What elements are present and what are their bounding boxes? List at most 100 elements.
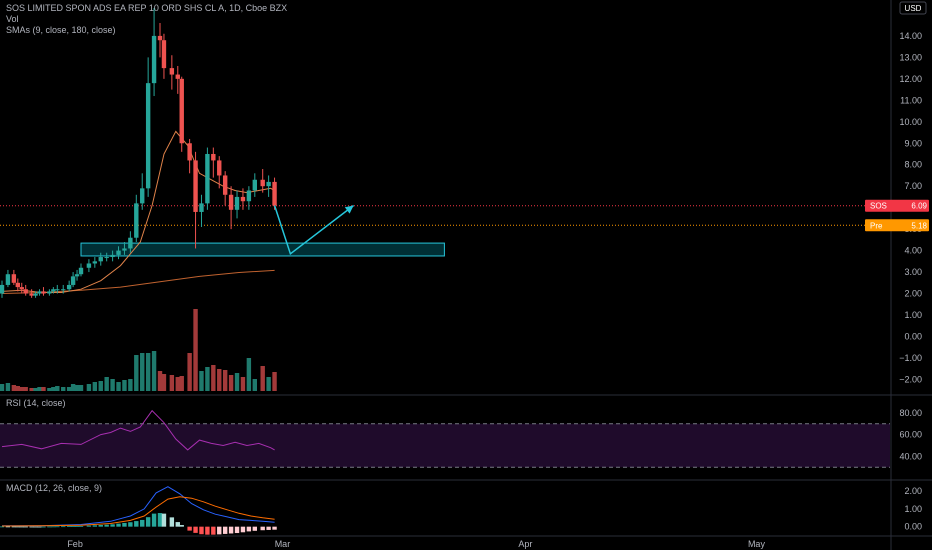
- candle-body: [86, 263, 92, 268]
- volume-bar: [175, 377, 180, 391]
- macd-histogram-bar: [199, 526, 204, 535]
- candle-body: [23, 289, 28, 294]
- price-tick-label: 9.00: [904, 138, 922, 148]
- candle-body: [55, 289, 60, 291]
- candle-body: [74, 274, 80, 277]
- candle-body: [110, 254, 115, 258]
- macd-histogram-bar: [272, 526, 277, 530]
- candle-body: [122, 248, 127, 251]
- volume-bar: [61, 387, 66, 391]
- macd-histogram-bar: [157, 513, 163, 527]
- macd-histogram-bar: [66, 526, 72, 527]
- volume-bar: [122, 380, 127, 391]
- rsi-line: [1, 409, 275, 451]
- macd-legend: MACD (12, 26, close, 9): [6, 483, 102, 493]
- volume-bar: [193, 309, 198, 391]
- macd-histogram-bar: [217, 526, 222, 535]
- volume-bar: [234, 373, 240, 391]
- volume-bar: [92, 382, 98, 391]
- volume-bar: [74, 385, 80, 391]
- candle-body: [41, 291, 46, 294]
- candle-body: [252, 179, 257, 191]
- macd-histogram-bar: [179, 525, 184, 527]
- macd-tick-label: 0.00: [904, 522, 922, 532]
- price-tick-label: 13.00: [899, 52, 922, 62]
- macd-histogram-bar: [222, 526, 228, 534]
- macd-histogram-bar: [145, 517, 151, 527]
- macd-histogram-bar: [211, 526, 216, 535]
- macd-histogram-bar: [110, 524, 115, 527]
- price-tick-label: 8.00: [904, 160, 922, 170]
- macd-histogram-bar: [70, 526, 76, 527]
- price-tag-symbol: Pre: [870, 221, 883, 230]
- macd-histogram-bar: [74, 526, 80, 527]
- macd-histogram-bar: [104, 524, 109, 527]
- macd-histogram: [0, 513, 277, 535]
- candle-body: [157, 35, 163, 41]
- macd-histogram-bar: [92, 525, 98, 527]
- volume-bar: [145, 353, 151, 391]
- candle-body: [104, 257, 109, 259]
- macd-histogram-bar: [61, 526, 66, 528]
- rsi-tick-label: 40.00: [899, 451, 922, 461]
- price-tick-label: 3.00: [904, 267, 922, 277]
- price-tick-label: −1.00: [899, 353, 922, 363]
- macd-histogram-bar: [55, 526, 60, 528]
- macd-histogram-bar: [240, 526, 246, 533]
- macd-histogram-bar: [33, 526, 38, 528]
- volume-bar: [205, 367, 210, 391]
- candle-body: [260, 179, 265, 187]
- volume-bar: [128, 379, 133, 391]
- candle-body: [272, 181, 277, 206]
- projection-arrow-path[interactable]: [273, 204, 355, 256]
- candle-body: [78, 267, 84, 275]
- currency-badge[interactable]: [899, 1, 927, 15]
- candle-body: [116, 250, 121, 255]
- chart-title: SOS LIMITED SPON ADS EA REP 10 ORD SHS C…: [6, 3, 287, 13]
- currency-label: USD: [905, 4, 922, 13]
- sma-legend: SMAs (9, close, 180, close): [6, 25, 116, 35]
- candle-body: [51, 289, 56, 292]
- volume-bar: [260, 366, 265, 391]
- macd-histogram-bar: [98, 525, 103, 527]
- volume-bar: [252, 379, 257, 391]
- macd-tick-label: 2.00: [904, 486, 922, 496]
- volume-bar: [104, 377, 109, 391]
- candle-body: [222, 175, 228, 195]
- price-tag-background: [865, 219, 929, 232]
- time-tick-label: Apr: [518, 539, 532, 549]
- macd-histogram-bar: [140, 519, 145, 527]
- volume-bar: [157, 371, 163, 391]
- macd-axis-ticks: 2.00 1.00 0.00: [904, 486, 922, 532]
- macd-histogram-bar: [51, 526, 56, 528]
- volume-bar: [5, 383, 11, 391]
- time-axis-ticks: FebMarAprMayJunJulAugSe: [67, 539, 766, 549]
- volume-bar: [161, 374, 167, 391]
- time-tick-label: May: [748, 539, 766, 549]
- macd-histogram-bar: [266, 526, 271, 530]
- candle-body: [161, 40, 167, 69]
- volume-bar: [19, 387, 24, 391]
- volume-bars: [0, 309, 277, 391]
- projection-arrow-head: [344, 205, 354, 214]
- volume-bar: [217, 369, 222, 391]
- macd-histogram-bar: [15, 526, 20, 528]
- candle-body: [145, 83, 151, 189]
- volume-bar: [140, 353, 145, 391]
- volume-bar: [228, 375, 234, 391]
- candle-body: [187, 143, 192, 161]
- volume-bar: [41, 387, 46, 391]
- price-tick-label: 1.00: [904, 310, 922, 320]
- sma-9-line: [1, 130, 275, 293]
- macd-histogram-bar: [175, 522, 180, 527]
- macd-histogram-bar: [246, 526, 252, 532]
- candle-body: [246, 190, 252, 202]
- candle-body: [193, 160, 198, 212]
- price-tick-label: 4.00: [904, 246, 922, 256]
- macd-histogram-bar: [234, 526, 240, 534]
- rsi-tick-label: 80.00: [899, 408, 922, 418]
- price-tick-label: −2.00: [899, 374, 922, 384]
- volume-bar: [47, 388, 52, 391]
- support-zone-rectangle[interactable]: [80, 242, 445, 257]
